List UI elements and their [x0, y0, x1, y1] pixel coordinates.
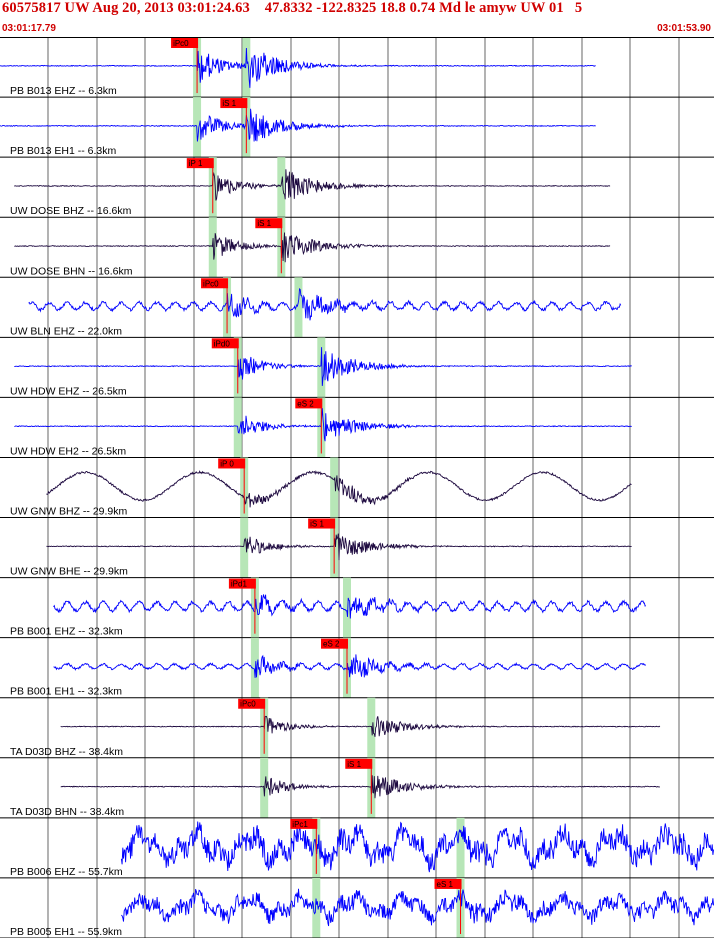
pick-label: iPd0 — [214, 339, 231, 348]
trace-row[interactable]: iPd0 UW HDW EHZ -- 26.5km — [0, 337, 714, 398]
station-label: PB B001 EH1 -- 32.3km — [10, 686, 122, 698]
station-label: UW BLN EHZ -- 22.0km — [10, 325, 122, 337]
waveform — [46, 470, 632, 508]
pick-box[interactable] — [201, 278, 229, 289]
trace-row[interactable]: iS 1 TA D03D BHN -- 38.4km — [0, 757, 714, 819]
trace-row[interactable]: iP 0 UW GNW BHZ -- 29.9km — [0, 457, 714, 519]
trace-row[interactable]: iPd1 PB B001 EHZ -- 32.3km — [0, 577, 714, 639]
station-label: UW GNW BHE -- 29.9km — [10, 566, 128, 578]
pick-box[interactable] — [308, 518, 336, 529]
waveform — [46, 533, 632, 561]
trace-row[interactable]: iPc0 TA D03D BHZ -- 38.4km — [0, 697, 714, 759]
waveform — [0, 108, 596, 142]
travel-window — [250, 637, 259, 698]
pick-label: iPc1 — [292, 820, 308, 829]
waveform — [14, 169, 611, 201]
end-time: 03:01:53.90 — [657, 23, 711, 34]
trace-row[interactable]: iPc0 UW BLN EHZ -- 22.0km — [0, 277, 714, 338]
station-label: UW DOSE BHZ -- 16.6km — [10, 205, 132, 217]
pick-label: iS 1 — [347, 760, 361, 769]
waveform — [53, 594, 647, 619]
trace-row[interactable]: iS 1 UW GNW BHE -- 29.9km — [0, 517, 714, 579]
start-time: 03:01:17.79 — [2, 23, 56, 34]
waveform — [53, 654, 647, 678]
event-header: 60575817 UW Aug 20, 2013 03:01:24.63 47.… — [0, 0, 714, 37]
pick-label: iP 1 — [189, 159, 203, 168]
pick-label: iPc0 — [203, 279, 219, 288]
time-grid — [47, 37, 680, 938]
pick-label: eS 1 — [437, 880, 454, 889]
pick-box[interactable] — [238, 698, 266, 709]
travel-window — [294, 277, 303, 338]
waveform — [120, 821, 714, 873]
travel-window — [277, 157, 286, 218]
trace-row[interactable]: iS 1 PB B013 EH1 -- 6.3km — [0, 97, 714, 158]
station-label: TA D03D BHZ -- 38.4km — [10, 746, 123, 758]
station-label: UW DOSE BHN -- 16.6km — [10, 265, 133, 277]
waveform — [60, 775, 660, 799]
event-title: 60575817 UW Aug 20, 2013 03:01:24.63 47.… — [2, 0, 583, 16]
travel-window — [330, 457, 339, 518]
trace-row[interactable]: iS 1 UW DOSE BHN -- 16.6km — [0, 217, 714, 278]
travel-window — [317, 337, 326, 398]
waveform — [14, 347, 632, 386]
pick-label: eS 2 — [297, 399, 314, 408]
pick-box[interactable] — [345, 758, 373, 769]
pick-box[interactable] — [218, 458, 246, 469]
pick-label: iPc0 — [240, 700, 256, 709]
travel-window — [312, 877, 321, 938]
pick-label: iS 1 — [257, 219, 271, 228]
pick-box[interactable] — [321, 638, 349, 649]
pick-label: iS 1 — [222, 99, 236, 108]
station-label: UW GNW BHZ -- 29.9km — [10, 506, 128, 518]
waveform — [60, 715, 661, 737]
seismogram-panel[interactable]: iPc0 PB B013 EHZ -- 6.3km iS 1 PB B013 EH1 … — [0, 37, 714, 938]
trace-row[interactable]: iPc1 PB B006 EHZ -- 55.7km — [0, 817, 714, 879]
pick-label: iPd1 — [231, 580, 248, 589]
pick-label: iS 1 — [310, 520, 324, 529]
pick-label: eS 2 — [323, 640, 340, 649]
pick-box[interactable] — [295, 398, 323, 409]
travel-window — [240, 517, 249, 578]
waveform — [28, 287, 622, 321]
trace-row[interactable]: eS 2 PB B001 EH1 -- 32.3km — [0, 637, 714, 699]
pick-box[interactable] — [211, 338, 239, 349]
station-label: PB B013 EHZ -- 6.3km — [10, 85, 117, 97]
waveform — [0, 47, 596, 88]
waveform — [14, 232, 611, 263]
station-label: PB B001 EHZ -- 32.3km — [10, 626, 123, 638]
trace-row[interactable]: eS 1 PB B005 EH1 -- 55.9km — [0, 877, 714, 938]
trace-row[interactable]: iPc0 PB B013 EHZ -- 6.3km — [0, 37, 714, 98]
station-label: UW HDW EHZ -- 26.5km — [10, 385, 127, 397]
travel-window — [456, 817, 465, 878]
pick-box[interactable] — [255, 218, 283, 229]
pick-box[interactable] — [434, 878, 462, 889]
pick-box[interactable] — [220, 98, 248, 109]
station-label: PB B006 EHZ -- 55.7km — [10, 866, 123, 878]
waveform — [14, 408, 632, 442]
pick-label: iP 0 — [220, 459, 234, 468]
pick-box[interactable] — [228, 578, 256, 589]
station-label: PB B013 EH1 -- 6.3km — [10, 145, 116, 157]
station-label: TA D03D BHN -- 38.4km — [10, 806, 124, 818]
station-label: PB B005 EH1 -- 55.9km — [10, 926, 122, 938]
trace-row[interactable]: iP 1 UW DOSE BHZ -- 16.6km — [0, 157, 714, 218]
pick-label: iPc0 — [173, 39, 189, 48]
station-label: UW HDW EH2 -- 26.5km — [10, 445, 126, 457]
trace-row[interactable]: eS 2 UW HDW EH2 -- 26.5km — [0, 397, 714, 458]
pick-box[interactable] — [186, 158, 214, 169]
pick-box[interactable] — [171, 38, 199, 48]
waveform — [121, 888, 714, 927]
pick-box[interactable] — [290, 818, 318, 829]
travel-window — [343, 577, 352, 638]
travel-window — [242, 37, 251, 98]
